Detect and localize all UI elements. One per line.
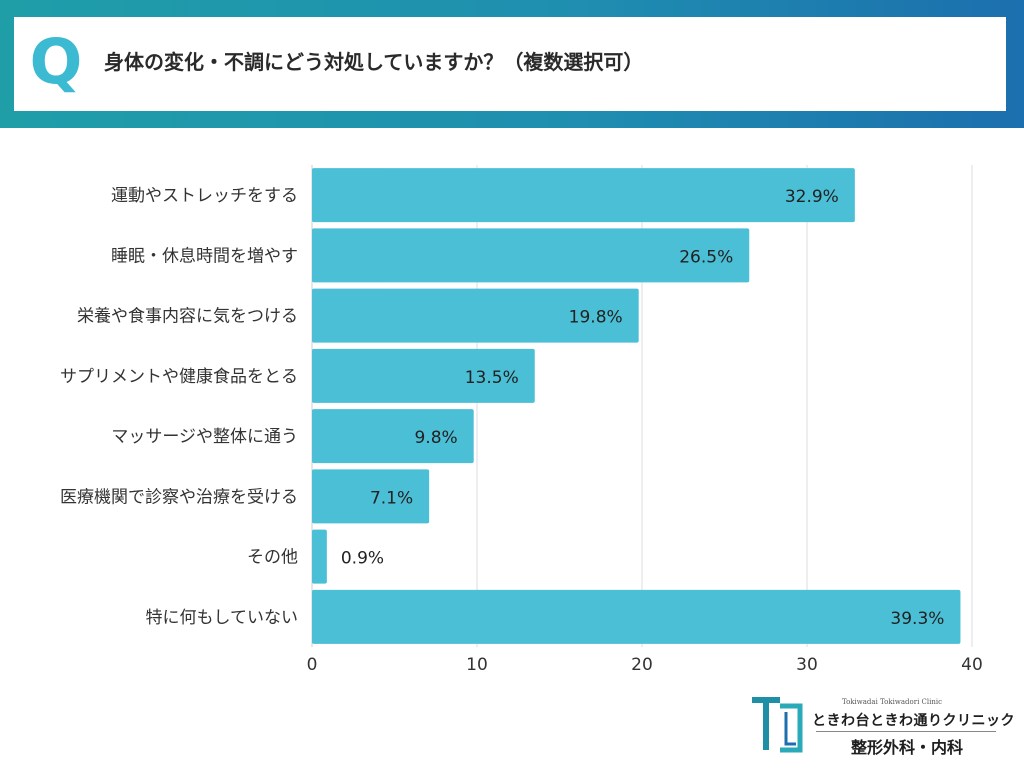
clinic-logo-icon <box>752 697 803 753</box>
clinic-departments: 整形外科・内科 <box>850 738 963 757</box>
category-label: サプリメントや健康食品をとる <box>60 367 298 387</box>
question-mark-q: Q <box>29 25 83 98</box>
category-label: マッサージや整体に通う <box>111 427 298 447</box>
x-tick-label: 40 <box>961 655 983 675</box>
header-card <box>14 17 1006 111</box>
data-label: 9.8% <box>414 428 457 448</box>
bar <box>312 529 327 584</box>
category-label: 睡眠・休息時間を増やす <box>111 246 298 266</box>
x-tick-label: 30 <box>796 655 818 675</box>
category-label: 特に何もしていない <box>146 608 299 628</box>
bar <box>312 228 750 283</box>
bar <box>312 589 961 644</box>
clinic-name-jp: ときわ台ときわ通りクリニック <box>812 713 1015 729</box>
bar <box>312 469 430 524</box>
data-label: 32.9% <box>785 187 839 207</box>
bar <box>312 168 855 223</box>
bar <box>312 348 535 403</box>
category-label: その他 <box>247 548 298 568</box>
question-title: 身体の変化・不調にどう対処していますか？（複数選択可） <box>104 50 644 74</box>
x-tick-label: 20 <box>631 655 653 675</box>
category-label: 栄養や食事内容に気をつける <box>77 307 298 327</box>
bar <box>312 409 474 464</box>
data-label: 26.5% <box>679 247 733 267</box>
logo-divider <box>816 731 996 732</box>
category-label: 運動やストレッチをする <box>111 186 298 206</box>
x-tick-label: 0 <box>307 655 318 675</box>
data-label: 19.8% <box>569 308 623 328</box>
data-label: 7.1% <box>370 488 413 508</box>
data-label: 13.5% <box>465 368 519 388</box>
bar <box>312 288 639 343</box>
x-tick-label: 10 <box>466 655 488 675</box>
data-label: 0.9% <box>341 549 384 569</box>
category-label: 医療機関で診察や治療を受ける <box>60 487 298 507</box>
clinic-name-en: Tokiwadai Tokiwadori Clinic <box>841 698 943 706</box>
clinic-logo <box>746 694 1016 760</box>
data-label: 39.3% <box>890 609 944 629</box>
bar-chart: 運動やストレッチをする 32.9% 睡眠・休息時間を増やす 26.5% 栄養や食事内容に… <box>60 165 983 675</box>
